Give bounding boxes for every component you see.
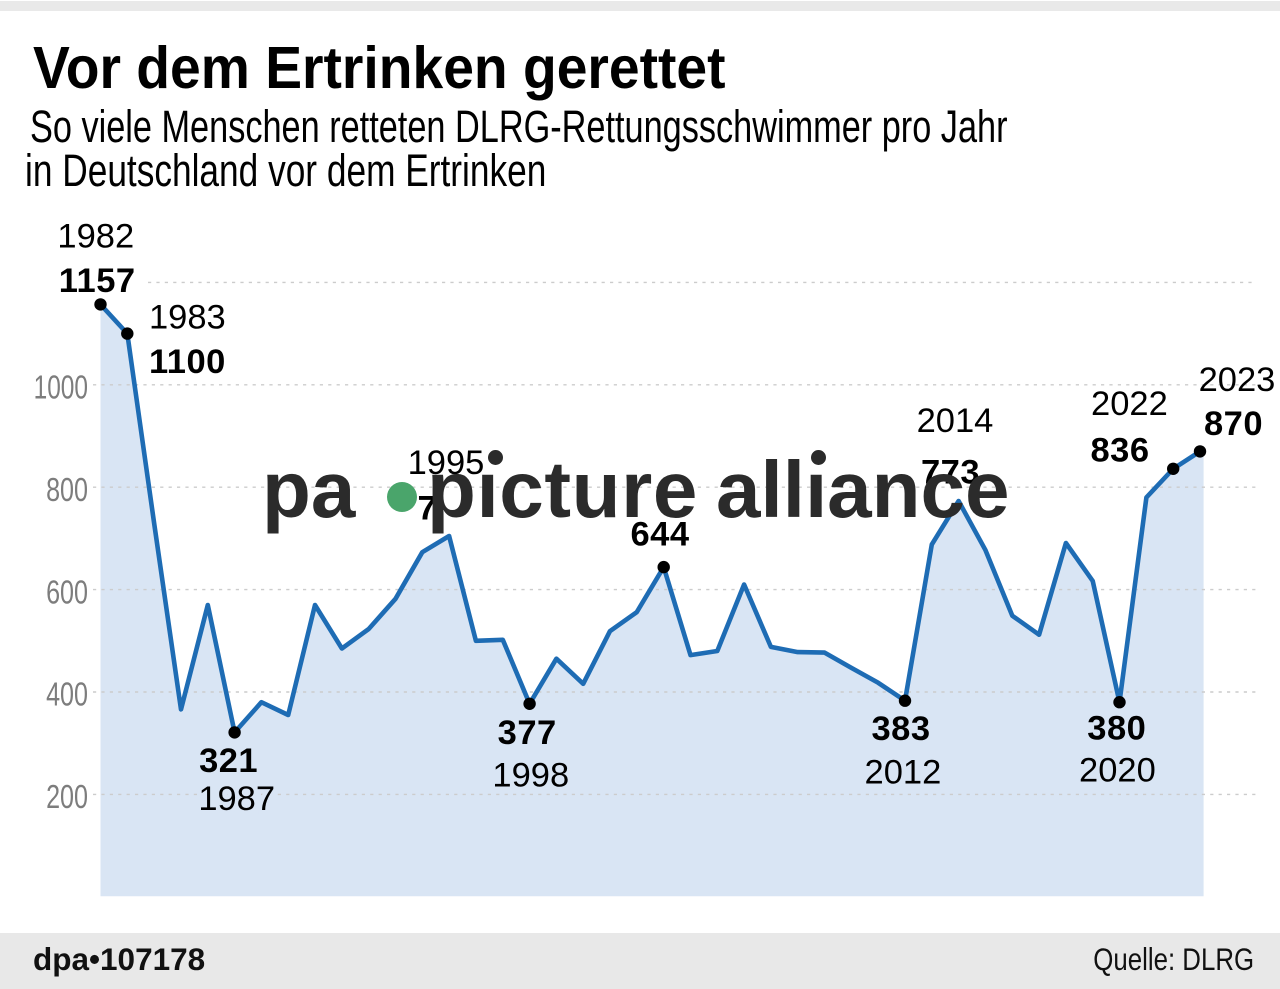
svg-text:1998: 1998 (492, 757, 569, 795)
svg-text:1995: 1995 (408, 444, 485, 482)
svg-text:600: 600 (46, 574, 88, 611)
svg-text:1157: 1157 (59, 262, 136, 300)
svg-text:2014: 2014 (917, 402, 994, 440)
svg-text:773: 773 (921, 454, 980, 492)
svg-text:1987: 1987 (198, 780, 275, 818)
svg-text:2023: 2023 (1199, 361, 1276, 399)
svg-text:1100: 1100 (149, 343, 226, 381)
svg-text:383: 383 (871, 710, 930, 748)
svg-text:380: 380 (1087, 710, 1146, 748)
svg-text:321: 321 (199, 742, 258, 780)
svg-text:400: 400 (46, 676, 88, 713)
svg-text:200: 200 (46, 779, 88, 816)
svg-text:2020: 2020 (1079, 752, 1156, 790)
svg-text:1982: 1982 (57, 217, 134, 255)
svg-text:7: 7 (418, 490, 438, 528)
svg-text:836: 836 (1090, 432, 1149, 470)
svg-text:1000: 1000 (34, 369, 88, 407)
svg-text:2012: 2012 (865, 754, 942, 792)
svg-text:2022: 2022 (1091, 385, 1168, 423)
svg-text:800: 800 (46, 471, 88, 508)
svg-text:644: 644 (630, 515, 689, 553)
svg-text:1983: 1983 (149, 298, 226, 336)
svg-text:377: 377 (498, 714, 557, 752)
svg-text:870: 870 (1204, 405, 1263, 443)
